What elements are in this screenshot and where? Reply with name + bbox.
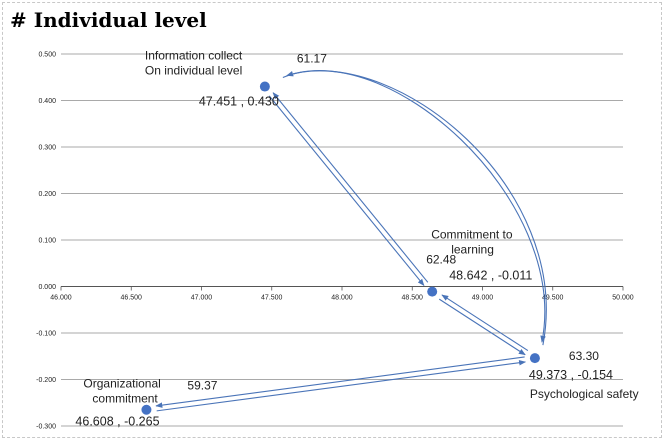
y-tick-label-1: 0.400 <box>38 98 56 105</box>
x-tick-label-0: 46.000 <box>50 295 72 302</box>
arrow-psych-to-org <box>155 356 525 408</box>
point-value-commit: 48.642 , -0.011 <box>449 269 532 283</box>
point-score-psych: 63.30 <box>569 349 599 363</box>
point-labels: Information collect On individual level 47… <box>75 49 638 429</box>
point-name-psych: Psychological safety <box>530 387 639 401</box>
x-tick-label-8: 50.000 <box>612 295 634 302</box>
arrow-commit-to-psych <box>438 298 526 356</box>
y-tick-label-8: -0.300 <box>36 424 56 431</box>
gridlines <box>61 53 623 427</box>
point-score-commit: 62.48 <box>426 253 456 267</box>
point-name-org: Organizational commitment <box>83 377 160 406</box>
y-tick-label-2: 0.300 <box>38 145 56 152</box>
transition-arrows <box>155 70 547 412</box>
x-tick-label-3: 47.500 <box>261 295 283 302</box>
data-points <box>141 81 540 415</box>
point-value-org: 46.608 , -0.265 <box>75 415 159 429</box>
x-tick-label-4: 48.000 <box>331 295 353 302</box>
arrow-org-to-psych <box>156 359 527 412</box>
point-value-info: 47.451 , 0.430 <box>199 95 279 109</box>
point-org <box>141 404 152 415</box>
y-tick-label-5: 0.000 <box>38 284 56 291</box>
axes: 0.500 0.400 0.300 0.200 0.100 0.000 -0.100 -0.2… <box>36 52 634 431</box>
x-tick-label-1: 46.500 <box>121 295 143 302</box>
point-info <box>259 81 270 92</box>
arrow-psych-to-commit <box>441 294 529 352</box>
y-tick-label-4: 0.100 <box>38 238 56 245</box>
point-psych <box>529 353 540 364</box>
x-tick-label-6: 49.000 <box>472 295 494 302</box>
point-name-info: Information collect On individual level <box>145 49 243 78</box>
point-value-psych: 49.373 , -0.154 <box>529 368 613 382</box>
arrow-psych-to-info <box>286 70 547 346</box>
y-tick-label-7: -0.200 <box>36 377 56 384</box>
x-tick-label-2: 47.000 <box>191 295 213 302</box>
point-name-commit: Commitment to learning <box>431 228 513 257</box>
page-title: # Individual level <box>10 8 207 32</box>
point-score-org: 59.37 <box>187 379 217 393</box>
point-score-info: 61.17 <box>297 52 327 66</box>
y-tick-label-3: 0.200 <box>38 191 56 198</box>
x-tick-label-5: 48.500 <box>402 295 424 302</box>
y-tick-label-0: 0.500 <box>38 52 56 59</box>
point-commit <box>427 286 438 297</box>
arrow-commit-to-info <box>272 92 429 283</box>
arrow-info-to-commit <box>268 95 425 286</box>
x-tick-label-7: 49.500 <box>542 295 564 302</box>
y-tick-label-6: -0.100 <box>36 331 56 338</box>
